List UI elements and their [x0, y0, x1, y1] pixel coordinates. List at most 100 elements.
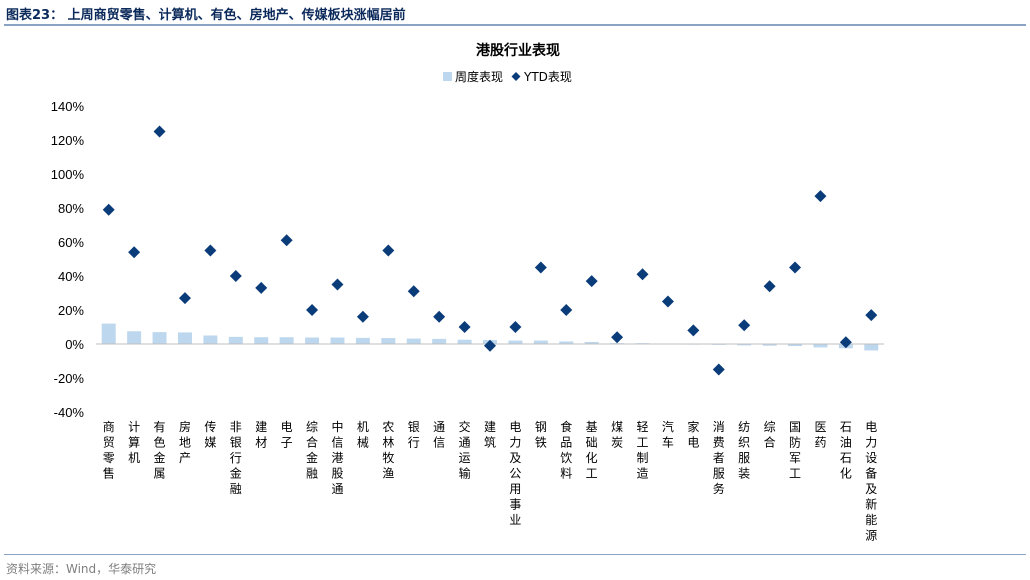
marker-ytd: [865, 309, 878, 322]
marker-ytd: [153, 125, 166, 138]
marker-ytd: [611, 331, 624, 344]
marker-ytd: [356, 310, 369, 323]
bar-weekly: [127, 331, 142, 344]
y-tick-label: 20%: [58, 303, 84, 318]
y-tick-label: 80%: [58, 201, 84, 216]
marker-ytd: [407, 285, 420, 298]
x-tick-label: 通信: [433, 420, 445, 450]
bar-weekly: [457, 339, 472, 344]
bar-weekly: [788, 344, 803, 347]
x-tick-label: 电力及公用事业: [509, 420, 521, 527]
bar-weekly: [559, 341, 574, 344]
bar-weekly: [152, 332, 167, 344]
bar-weekly: [305, 337, 320, 344]
y-tick-label: -40%: [54, 405, 85, 420]
x-tick-label: 国防军工: [789, 420, 801, 481]
marker-ytd: [102, 203, 115, 216]
bar-weekly: [762, 344, 777, 346]
x-tick-label: 综合: [764, 420, 776, 450]
x-tick-label: 家电: [687, 419, 699, 450]
x-tick-label: 食品饮料: [560, 419, 572, 481]
marker-ytd: [560, 304, 573, 316]
x-tick-label: 非银行金融: [230, 420, 242, 496]
marker-ytd: [789, 261, 802, 274]
marker-ytd: [178, 292, 191, 305]
x-tick-label: 计算机: [128, 420, 140, 465]
x-tick-label: 综合金融: [306, 420, 318, 481]
chart-title: 港股行业表现: [476, 42, 560, 59]
x-tick-label: 交通运输: [459, 419, 471, 481]
bar-weekly: [203, 335, 218, 344]
bar-weekly: [813, 344, 828, 348]
marker-ytd: [255, 281, 268, 294]
bar-weekly: [737, 344, 752, 346]
y-tick-label: 40%: [58, 269, 84, 284]
x-tick-label: 建材: [255, 420, 267, 450]
x-tick-label: 纺织服装: [738, 420, 750, 481]
y-tick-label: 120%: [51, 133, 85, 148]
x-tick-label: 石油石化: [840, 420, 852, 481]
bar-weekly: [584, 341, 599, 344]
marker-ytd: [636, 268, 649, 281]
y-axis: 140% 120% 100% 80% 60% 40% 20% 0% -20% -40%: [51, 99, 85, 420]
y-tick-label: 0%: [65, 337, 84, 352]
x-tick-label: 轻工制造: [637, 420, 649, 481]
source-note: 资料来源：Wind，华泰研究: [6, 562, 157, 576]
marker-ytd: [382, 244, 395, 257]
x-tick-label: 建筑: [484, 420, 496, 450]
y-tick-label: 60%: [58, 235, 84, 250]
marker-ytd: [306, 304, 319, 316]
marker-ytd: [814, 190, 827, 203]
marker-ytd: [280, 234, 293, 247]
x-tick-label: 电力设备及新能源: [865, 420, 877, 543]
bar-weekly: [381, 338, 396, 344]
legend-swatch-weekly: [443, 72, 452, 81]
top-rule: [4, 24, 1026, 26]
bar-weekly: [254, 337, 269, 344]
legend: 周度表现 YTD表现: [443, 69, 572, 84]
marker-ytd: [229, 270, 242, 282]
x-tick-label: 汽车: [662, 419, 674, 450]
bar-weekly: [177, 332, 192, 344]
marker-ytd: [661, 295, 674, 308]
chart: 港股行业表现 周度表现 YTD表现 140% 120% 100% 80% 60% 40% 2…: [51, 42, 884, 543]
bar-weekly: [432, 338, 447, 344]
marker-ytd: [687, 324, 700, 337]
marker-ytd: [712, 363, 725, 376]
marker-ytd: [204, 244, 217, 257]
legend-marker-ytd: [511, 72, 521, 81]
x-tick-label: 消费者服务: [713, 420, 725, 496]
marker-ytd: [738, 319, 751, 332]
marker-ytd: [585, 275, 598, 288]
bar-weekly: [406, 338, 421, 344]
x-tick-label: 机械: [357, 420, 369, 450]
marker-ytd: [484, 339, 496, 352]
bottom-rule: [4, 554, 1026, 555]
y-tick-label: 100%: [51, 167, 85, 182]
marker-ytd: [534, 261, 547, 274]
marker-ytd: [509, 321, 522, 333]
y-tick-label: -20%: [54, 371, 85, 386]
marker-ytd: [331, 278, 344, 291]
x-tick-label: 银行: [408, 420, 420, 450]
bar-weekly: [533, 340, 548, 344]
legend-label-ytd: YTD表现: [523, 70, 572, 84]
marker-ytd: [128, 246, 141, 259]
bar-weekly: [101, 323, 116, 344]
bar-weekly: [330, 337, 345, 344]
x-tick-label: 有色金属: [154, 420, 166, 481]
x-tick-label: 基础化工: [586, 420, 598, 481]
x-tick-label: 中信港股通: [331, 419, 343, 496]
bar-weekly: [508, 340, 523, 344]
x-tick-label: 农林牧渔: [382, 420, 394, 481]
bar-weekly: [279, 337, 294, 344]
marker-ytd: [433, 310, 446, 323]
figure-caption: 图表23： 上周商贸零售、计算机、有色、房地产、传媒板块涨幅居前: [6, 8, 406, 23]
x-tick-label: 传媒: [204, 419, 216, 450]
marker-series: [102, 125, 878, 376]
legend-label-weekly: 周度表现: [455, 69, 503, 84]
x-tick-label: 医药: [814, 420, 826, 450]
x-tick-label: 电子: [281, 420, 293, 450]
marker-ytd: [839, 336, 852, 349]
